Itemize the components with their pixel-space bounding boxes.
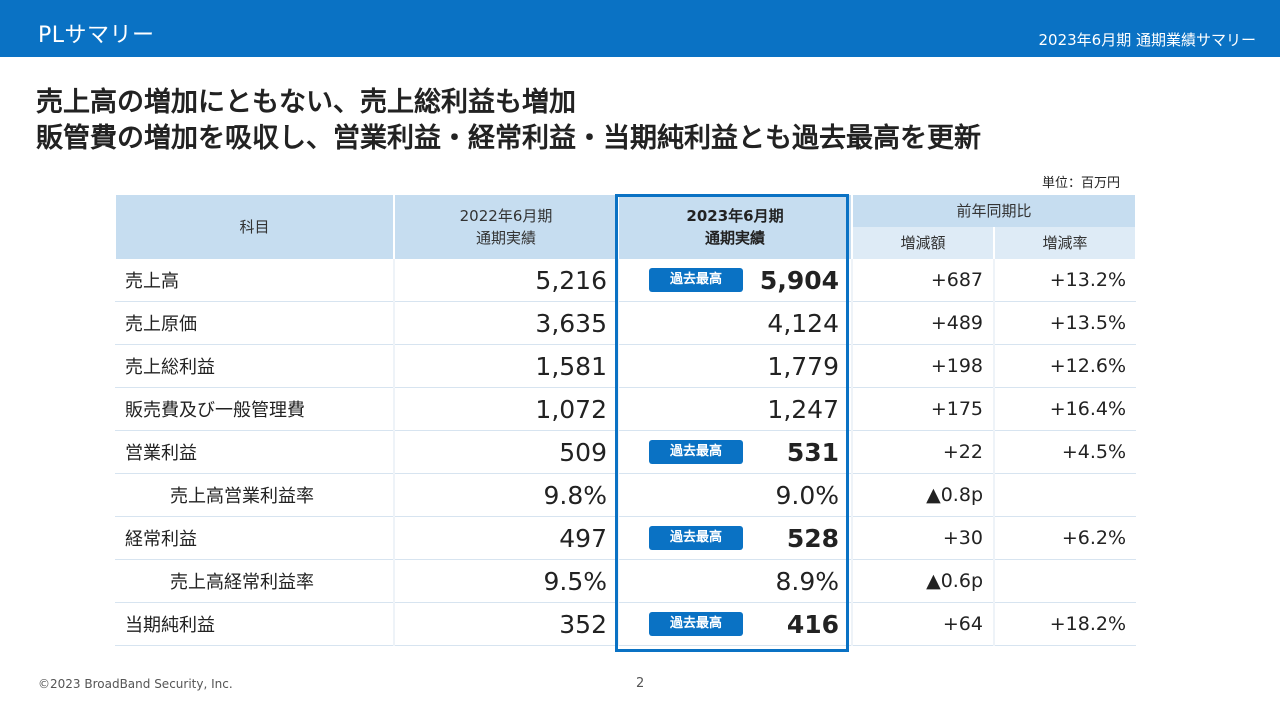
record-high-badge: 過去最高 bbox=[649, 268, 743, 292]
row-current-value: 1,247 bbox=[617, 387, 852, 431]
pl-summary-table: 科目 2022年6月期 通期実績 2023年6月期 通期実績 前年同期比 増減額… bbox=[114, 195, 1138, 646]
table-row: 売上高経常利益率 9.5% 8.9% ▲0.6p bbox=[115, 559, 1137, 603]
row-item: 経常利益 bbox=[115, 516, 394, 560]
row-rate bbox=[992, 473, 1137, 517]
current-value-text: 5,904 bbox=[759, 265, 839, 295]
headline-line-1: 売上高の増加にともない、売上総利益も増加 bbox=[36, 87, 576, 118]
row-rate: +18.2% bbox=[992, 602, 1137, 646]
slide-title: PLサマリー bbox=[38, 23, 155, 48]
row-diff: +687 bbox=[851, 259, 994, 302]
record-high-badge: 過去最高 bbox=[649, 612, 743, 636]
table-row: 売上高営業利益率 9.8% 9.0% ▲0.8p bbox=[115, 473, 1137, 517]
row-diff: +198 bbox=[851, 344, 994, 388]
row-item: 販売費及び一般管理費 bbox=[115, 387, 394, 431]
current-value-text: 4,124 bbox=[767, 308, 839, 338]
row-current-value: 過去最高 531 bbox=[617, 430, 852, 474]
row-diff: +30 bbox=[851, 516, 994, 560]
row-prev-value: 5,216 bbox=[393, 259, 618, 302]
current-value-text: 416 bbox=[786, 609, 839, 639]
row-prev-value: 1,072 bbox=[393, 387, 618, 431]
record-high-badge: 過去最高 bbox=[649, 440, 743, 464]
table-row: 売上高 5,216 過去最高 5,904 +687 +13.2% bbox=[115, 259, 1137, 302]
header-diff: 増減額 bbox=[851, 227, 995, 259]
row-diff: ▲0.6p bbox=[851, 559, 994, 603]
row-current-value: 4,124 bbox=[617, 301, 852, 345]
record-high-badge: 過去最高 bbox=[649, 526, 743, 550]
current-value-text: 1,779 bbox=[767, 351, 839, 381]
row-prev-value: 9.5% bbox=[393, 559, 618, 603]
row-diff: +175 bbox=[851, 387, 994, 431]
top-banner: PLサマリー 2023年6月期 通期業績サマリー bbox=[0, 0, 1280, 57]
row-prev-value: 509 bbox=[393, 430, 618, 474]
row-current-value: 1,779 bbox=[617, 344, 852, 388]
row-prev-value: 9.8% bbox=[393, 473, 618, 517]
header-item: 科目 bbox=[114, 195, 395, 259]
table-row: 売上原価 3,635 4,124 +489 +13.5% bbox=[115, 301, 1137, 345]
row-diff: ▲0.8p bbox=[851, 473, 994, 517]
row-item: 売上高経常利益率 bbox=[115, 559, 394, 603]
row-rate: +12.6% bbox=[992, 344, 1137, 388]
unit-label: 単位：百万円 bbox=[1042, 176, 1121, 191]
table-row: 営業利益 509 過去最高 531 +22 +4.5% bbox=[115, 430, 1137, 474]
row-item: 売上高 bbox=[115, 259, 394, 302]
row-prev-value: 3,635 bbox=[393, 301, 618, 345]
table-row: 当期純利益 352 過去最高 416 +64 +18.2% bbox=[115, 602, 1137, 646]
row-current-value: 8.9% bbox=[617, 559, 852, 603]
row-item: 営業利益 bbox=[115, 430, 394, 474]
header-prev-year: 2022年6月期 通期実績 bbox=[393, 195, 619, 259]
table-row: 売上総利益 1,581 1,779 +198 +12.6% bbox=[115, 344, 1137, 388]
row-item: 売上総利益 bbox=[115, 344, 394, 388]
header-yoy: 前年同期比 bbox=[850, 195, 1138, 227]
row-current-value: 過去最高 416 bbox=[617, 602, 852, 646]
headline-line-2: 販管費の増加を吸収し、営業利益・経常利益・当期純利益とも過去最高を更新 bbox=[36, 123, 981, 154]
row-diff: +64 bbox=[851, 602, 994, 646]
current-value-text: 528 bbox=[786, 523, 839, 553]
row-item: 売上高営業利益率 bbox=[115, 473, 394, 517]
table-row: 販売費及び一般管理費 1,072 1,247 +175 +16.4% bbox=[115, 387, 1137, 431]
current-value-text: 8.9% bbox=[775, 566, 839, 596]
row-diff: +489 bbox=[851, 301, 994, 345]
row-current-value: 過去最高 528 bbox=[617, 516, 852, 560]
current-value-text: 9.0% bbox=[775, 480, 839, 510]
row-rate: +16.4% bbox=[992, 387, 1137, 431]
current-value-text: 1,247 bbox=[767, 394, 839, 424]
row-item: 当期純利益 bbox=[115, 602, 394, 646]
row-prev-value: 352 bbox=[393, 602, 618, 646]
table-row: 経常利益 497 過去最高 528 +30 +6.2% bbox=[115, 516, 1137, 560]
row-current-value: 9.0% bbox=[617, 473, 852, 517]
headline: 売上高の増加にともない、売上総利益も増加 販管費の増加を吸収し、営業利益・経常利… bbox=[36, 85, 981, 157]
header-rate: 増減率 bbox=[992, 227, 1138, 259]
current-value-text: 531 bbox=[786, 437, 839, 467]
row-diff: +22 bbox=[851, 430, 994, 474]
row-rate: +4.5% bbox=[992, 430, 1137, 474]
row-prev-value: 497 bbox=[393, 516, 618, 560]
row-rate: +13.5% bbox=[992, 301, 1137, 345]
row-rate: +6.2% bbox=[992, 516, 1137, 560]
header-current-year: 2023年6月期 通期実績 bbox=[617, 195, 853, 259]
row-prev-value: 1,581 bbox=[393, 344, 618, 388]
row-rate: +13.2% bbox=[992, 259, 1137, 302]
page-number: 2 bbox=[636, 676, 645, 691]
row-rate bbox=[992, 559, 1137, 603]
slide-subtitle: 2023年6月期 通期業績サマリー bbox=[1038, 31, 1257, 49]
row-current-value: 過去最高 5,904 bbox=[617, 259, 852, 302]
row-item: 売上原価 bbox=[115, 301, 394, 345]
copyright: ©2023 BroadBand Security, Inc. bbox=[38, 677, 233, 691]
